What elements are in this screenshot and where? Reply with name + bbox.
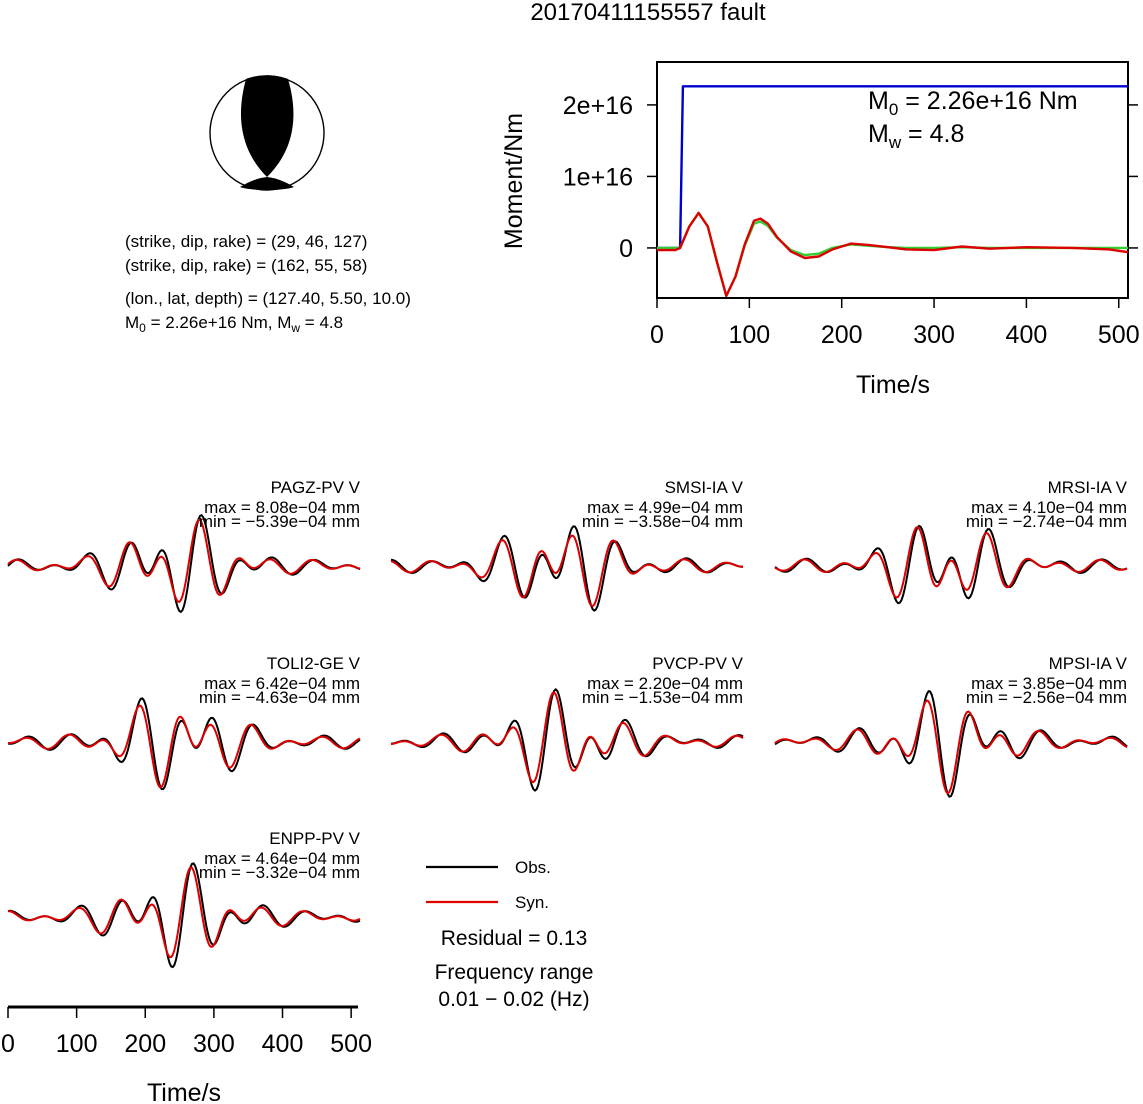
moment-x-tick-label: 300 <box>913 321 955 349</box>
waveform-observed <box>774 690 1128 798</box>
moment-x-ticks: 0 100 200 300 400 500 <box>650 298 1140 349</box>
waveform-max-label: max = 8.08e−04 mm <box>204 498 360 517</box>
waveform-station-label: SMSI-IA V <box>665 478 744 497</box>
waveform-min-label: min = −2.56e−04 mm <box>966 688 1127 707</box>
waveform-station-label: MRSI-IA V <box>1048 478 1128 497</box>
waveform-x-tick-label: 200 <box>124 1030 166 1058</box>
waveform-min-label: min = −1.53e−04 mm <box>582 688 743 707</box>
moment-y-axis-label: Moment/Nm <box>500 113 528 249</box>
residual-value: Residual = 0.13 <box>441 927 588 950</box>
legend-syn-label: Syn. <box>515 893 549 912</box>
moment-y-tick-label: 0 <box>619 235 633 263</box>
waveform-x-tick-label: 100 <box>56 1030 98 1058</box>
waveform-max-label: max = 4.64e−04 mm <box>204 849 360 868</box>
moment-plot: 0 1e+16 2e+16 0 100 200 300 400 500 Moment/Nm T… <box>500 61 1140 399</box>
moment-y-tick-label: 2e+16 <box>563 92 633 120</box>
moment-x-tick-label: 200 <box>821 321 863 349</box>
waveform-x-tick-label: 0 <box>1 1030 15 1058</box>
waveform-synthetic <box>390 691 744 784</box>
waveform-max-label: max = 3.85e−04 mm <box>971 674 1127 693</box>
waveform-max-label: max = 4.99e−04 mm <box>587 498 743 517</box>
moment-m0-annotation: M0 = 2.26e+16 Nm <box>868 87 1078 119</box>
waveform-min-label: min = −3.58e−04 mm <box>582 512 743 531</box>
waveform-max-label: max = 6.42e−04 mm <box>204 674 360 693</box>
moment-x-axis-label: Time/s <box>856 371 930 399</box>
moment-y-ticks: 0 1e+16 2e+16 <box>563 92 1138 263</box>
moment-plot-frame <box>656 61 1129 299</box>
moment-mw-annotation: Mw = 4.8 <box>868 120 964 152</box>
moment-x-tick-label: 500 <box>1098 321 1140 349</box>
waveform-station-label: PAGZ-PV V <box>271 478 361 497</box>
moment-y-tick-label: 1e+16 <box>563 163 633 191</box>
source-moment: M0 = 2.26e+16 Nm, Mw = 4.8 <box>125 313 343 335</box>
waveform-synthetic <box>774 525 1128 599</box>
waveform-min-label: min = −3.32e−04 mm <box>199 863 360 882</box>
source-location: (lon., lat, depth) = (127.40, 5.50, 10.0… <box>125 289 411 308</box>
moment-x-tick-label: 400 <box>1006 321 1048 349</box>
waveform-time-axis: 0 100 200 300 400 500 <box>1 1005 372 1058</box>
waveform-observed <box>774 524 1128 605</box>
waveform-x-tick-label: 300 <box>193 1030 235 1058</box>
moment-rate-line-green <box>657 211 1128 298</box>
moment-x-tick-label: 100 <box>728 321 770 349</box>
waveform-synthetic <box>390 534 743 608</box>
figure-title: 20170411155557 fault <box>530 0 766 26</box>
waveform-min-label: min = −5.39e−04 mm <box>199 512 360 531</box>
waveform-station-label: ENPP-PV V <box>269 829 360 848</box>
frequency-range-label: Frequency range <box>435 961 594 984</box>
nodal-plane-1: (strike, dip, rake) = (29, 46, 127) <box>125 232 367 251</box>
waveform-station-label: TOLI2-GE V <box>267 654 361 673</box>
waveform-legend: Obs. Syn. <box>426 858 551 912</box>
waveform-station-label: MPSI-IA V <box>1049 654 1128 673</box>
waveform-min-label: min = −2.74e−04 mm <box>966 512 1127 531</box>
waveform-station-label: PVCP-PV V <box>652 654 743 673</box>
legend-obs-label: Obs. <box>515 858 551 877</box>
beachball-compressional-quadrant-lower <box>240 177 294 190</box>
beachball-compressional-quadrant <box>240 75 294 177</box>
waveform-observed <box>390 525 743 612</box>
waveform-x-tick-label: 400 <box>262 1030 304 1058</box>
waveform-max-label: max = 4.10e−04 mm <box>971 498 1127 517</box>
moment-rate-line-red <box>657 211 1129 298</box>
waveform-x-tick-label: 500 <box>330 1030 372 1058</box>
waveform-synthetic <box>774 699 1128 795</box>
frequency-range-value: 0.01 − 0.02 (Hz) <box>438 988 589 1011</box>
waveform-x-axis-label: Time/s <box>147 1079 221 1104</box>
beachball-diagram <box>209 75 325 191</box>
moment-series-group <box>657 85 1129 298</box>
waveform-synthetic <box>8 704 361 789</box>
waveform-observed <box>7 513 361 614</box>
waveform-synthetic <box>7 519 361 604</box>
waveform-synthetic <box>7 866 361 959</box>
waveform-max-label: max = 2.20e−04 mm <box>587 674 743 693</box>
waveform-min-label: min = −4.63e−04 mm <box>199 688 360 707</box>
nodal-plane-2: (strike, dip, rake) = (162, 55, 58) <box>125 256 367 275</box>
moment-x-tick-label: 0 <box>650 321 664 349</box>
